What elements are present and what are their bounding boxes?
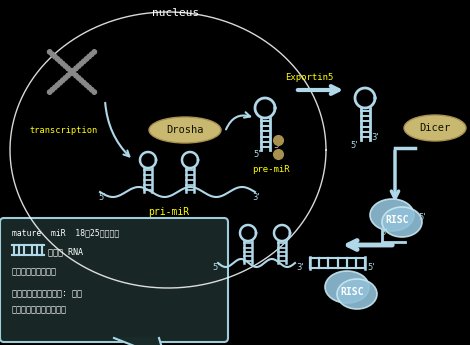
Circle shape <box>92 50 96 54</box>
Ellipse shape <box>382 207 422 237</box>
Circle shape <box>63 76 68 80</box>
Circle shape <box>77 76 81 80</box>
Circle shape <box>89 88 94 92</box>
Text: 発生、免疫、感染・・・: 発生、免疫、感染・・・ <box>12 305 67 314</box>
Ellipse shape <box>404 115 466 141</box>
Text: transcription: transcription <box>30 126 98 135</box>
Circle shape <box>66 73 70 78</box>
Text: 5': 5' <box>253 150 260 159</box>
Circle shape <box>55 57 60 61</box>
Circle shape <box>89 52 94 57</box>
Text: 3': 3' <box>252 193 259 202</box>
Ellipse shape <box>337 279 377 309</box>
Circle shape <box>74 73 78 78</box>
Circle shape <box>71 71 76 76</box>
Circle shape <box>58 80 63 85</box>
Circle shape <box>77 64 81 68</box>
Circle shape <box>68 71 73 76</box>
Text: 3': 3' <box>371 133 379 142</box>
Text: mature  miR  18～25塩基長の: mature miR 18～25塩基長の <box>12 228 119 237</box>
Text: 5': 5' <box>350 141 358 150</box>
Circle shape <box>53 85 57 90</box>
Text: Dicer: Dicer <box>419 123 451 133</box>
Ellipse shape <box>370 199 414 231</box>
Circle shape <box>87 85 91 90</box>
Text: pri-miR: pri-miR <box>148 207 189 217</box>
Circle shape <box>68 68 73 73</box>
Text: 3': 3' <box>273 141 281 150</box>
Circle shape <box>58 59 63 63</box>
Text: 細胞増殖、生物の分化: 発癌: 細胞増殖、生物の分化: 発癌 <box>12 289 82 298</box>
Circle shape <box>63 64 68 68</box>
Text: 5': 5' <box>418 213 425 222</box>
Text: Drosha: Drosha <box>166 125 204 135</box>
Circle shape <box>55 83 60 87</box>
Circle shape <box>50 52 55 57</box>
Text: 蛋白翻訳の制御機能: 蛋白翻訳の制御機能 <box>12 267 57 276</box>
Text: 3': 3' <box>380 228 388 237</box>
Circle shape <box>61 78 65 82</box>
Circle shape <box>79 61 84 66</box>
Circle shape <box>53 55 57 59</box>
Text: nucleus: nucleus <box>152 8 199 18</box>
Circle shape <box>47 90 52 94</box>
Text: 5': 5' <box>98 193 105 202</box>
FancyBboxPatch shape <box>0 218 228 342</box>
Circle shape <box>92 90 96 94</box>
Text: 5': 5' <box>212 263 219 272</box>
Circle shape <box>74 66 78 70</box>
Circle shape <box>61 61 65 66</box>
Ellipse shape <box>325 271 369 303</box>
Circle shape <box>84 83 89 87</box>
Circle shape <box>50 88 55 92</box>
Text: Exportin5: Exportin5 <box>285 73 333 82</box>
Text: pre-miR: pre-miR <box>252 165 290 174</box>
Circle shape <box>47 50 52 54</box>
Text: 3': 3' <box>296 263 304 272</box>
Text: RISC: RISC <box>340 287 364 297</box>
Circle shape <box>79 78 84 82</box>
Text: 5': 5' <box>367 263 375 272</box>
Circle shape <box>84 57 89 61</box>
Text: RISC: RISC <box>385 215 409 225</box>
Polygon shape <box>114 338 165 345</box>
Text: 一本鎖 RNA: 一本鎖 RNA <box>48 247 83 256</box>
Circle shape <box>82 59 86 63</box>
Circle shape <box>82 80 86 85</box>
Circle shape <box>71 68 76 73</box>
Ellipse shape <box>149 117 221 143</box>
Circle shape <box>87 55 91 59</box>
Circle shape <box>66 66 70 70</box>
